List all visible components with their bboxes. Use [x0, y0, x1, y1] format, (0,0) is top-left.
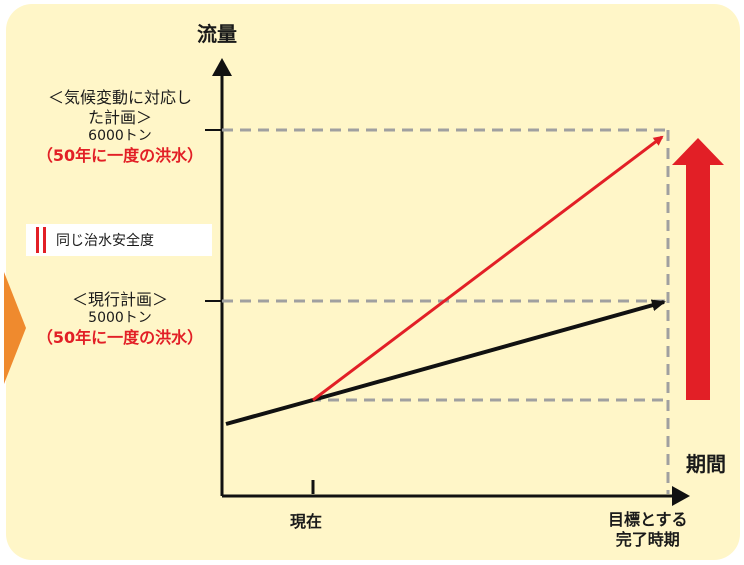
climate-plan-frequency: （50年に一度の洪水）: [36, 145, 204, 165]
diagram-panel: [4, 4, 740, 560]
climate-plan-line: [312, 135, 664, 402]
x-axis-label: 期間: [686, 452, 726, 476]
increase-arrow-icon: [672, 138, 724, 400]
climate-plan-title-line1: ＜気候変動に対応し: [47, 88, 192, 107]
current-plan-line: [225, 398, 314, 426]
current-plan-label: ＜現行計画＞ 5000トン （50年に一度の洪水）: [22, 290, 218, 348]
x-tick-label-target-line2: 完了時期: [615, 530, 680, 549]
legend-same-safety-level: 同じ治水安全度: [26, 224, 212, 256]
legend-text: 同じ治水安全度: [56, 233, 154, 249]
previous-step-arrow-icon: [4, 272, 26, 384]
current-plan-projection-line: [312, 299, 666, 402]
legend-double-bar-icon: [36, 227, 46, 253]
x-tick-label-target: 目標とする 完了時期: [608, 510, 688, 550]
current-plan-title: ＜現行計画＞: [71, 290, 168, 309]
climate-plan-label: ＜気候変動に対応し た計画＞ 6000トン （50年に一度の洪水）: [22, 88, 218, 166]
current-plan-flow: 5000トン: [88, 310, 152, 326]
x-axis-arrow-icon: [672, 486, 690, 506]
climate-plan-flow: 6000トン: [88, 128, 152, 144]
climate-plan-title-line2: た計画＞: [87, 108, 152, 127]
x-tick-label-current: 現在: [290, 512, 323, 531]
y-axis-arrow-icon: [212, 58, 232, 76]
x-tick-label-target-line1: 目標とする: [608, 510, 688, 529]
current-plan-frequency: （50年に一度の洪水）: [36, 327, 204, 347]
y-axis-label: 流量: [197, 22, 237, 46]
